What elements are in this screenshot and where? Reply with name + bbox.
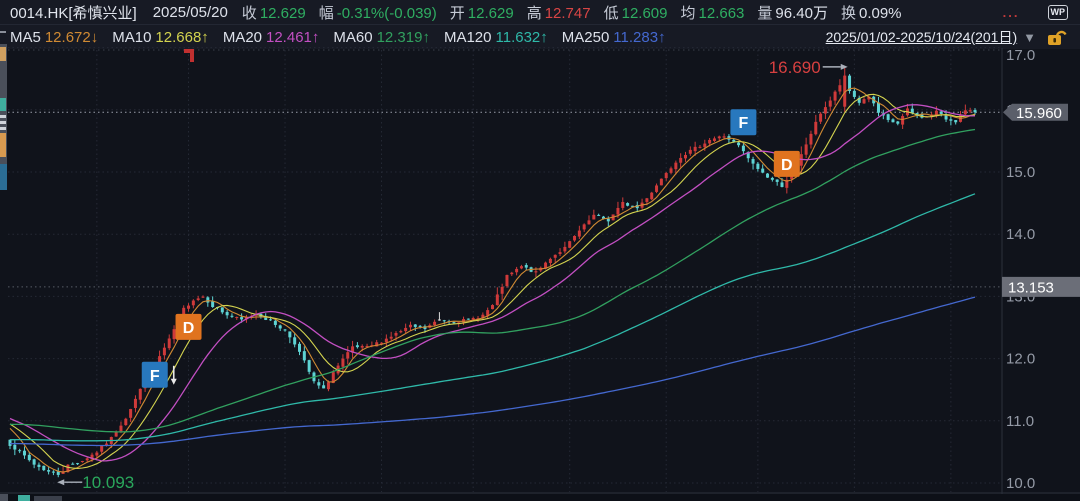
svg-text:16.690: 16.690 <box>769 58 821 77</box>
chevron-down-icon[interactable]: ▼ <box>1023 29 1036 45</box>
signal-marker-f[interactable]: F <box>141 361 177 388</box>
more-indicator[interactable]: ... <box>1002 4 1020 20</box>
left-toolbar-fragment[interactable] <box>0 31 7 190</box>
svg-text:15.0: 15.0 <box>1006 164 1035 181</box>
quote-field: 收 12.629 <box>241 4 306 22</box>
low-annotation: 10.093 <box>57 473 134 492</box>
signal-marker-d[interactable]: D <box>175 313 202 340</box>
reference-level-badge: 13.153 <box>1002 276 1080 297</box>
quote-fields: 收 12.629 幅 -0.31%(-0.039) 开 12.629 高 12.747 低 12.… <box>242 2 915 23</box>
signal-marker-f[interactable]: F <box>730 109 757 136</box>
svg-text:D: D <box>183 320 195 337</box>
ma-legend-ma250: MA250 11.283↑ <box>561 28 666 46</box>
svg-text:11.0: 11.0 <box>1006 413 1034 430</box>
quote-field: 量 96.40万 <box>757 4 828 22</box>
unlock-icon[interactable] <box>1046 27 1068 47</box>
ma120-line <box>10 193 976 442</box>
svg-text:15.960: 15.960 <box>1016 105 1062 122</box>
quote-field: 高 12.747 <box>526 4 591 22</box>
ma20-line <box>9 104 975 462</box>
svg-text:D: D <box>781 157 793 174</box>
quote-bar: 0014.HK[希慎兴业] 2025/05/20 收 12.629 幅 -0.31%(… <box>0 0 1080 24</box>
ma-legend-ma20: MA20 12.461↑ <box>222 28 320 46</box>
ma-legend-ma10: MA10 12.668↑ <box>112 28 209 46</box>
gridlines <box>8 47 1002 492</box>
ma-legend-items: MA5 12.672↓ MA10 12.668↑ MA20 12.461↑ MA60 12.3… <box>10 29 680 46</box>
quote-field: 开 12.629 <box>449 4 514 22</box>
selected-date: 2025/05/20 <box>152 3 228 21</box>
svg-text:10.093: 10.093 <box>82 473 134 492</box>
wp-badge-icon[interactable]: WP <box>1047 4 1068 20</box>
quote-field: 均 12.663 <box>680 4 745 22</box>
ma250-line <box>10 296 976 447</box>
svg-text:F: F <box>739 115 749 132</box>
svg-text:12.0: 12.0 <box>1006 351 1035 368</box>
event-corner-mark <box>184 49 194 62</box>
ma60-line <box>10 128 976 433</box>
svg-text:13.153: 13.153 <box>1008 279 1054 296</box>
signal-marker-d[interactable]: D <box>773 150 800 177</box>
last-price-badge: 15.960 <box>1003 103 1068 122</box>
svg-text:14.0: 14.0 <box>1006 226 1035 243</box>
symbol-name[interactable]: 0014.HK[希慎兴业] <box>10 4 137 22</box>
ma10-line <box>9 93 976 469</box>
svg-text:17.0: 17.0 <box>1006 47 1035 64</box>
svg-text:10.0: 10.0 <box>1006 475 1035 492</box>
svg-text:F: F <box>150 368 160 385</box>
ma-legend-bar: MA5 12.672↓ MA10 12.668↑ MA20 12.461↑ MA60 12.3… <box>0 24 1080 49</box>
ma-legend-ma60: MA60 12.319↑ <box>333 28 430 46</box>
period-range-button[interactable]: 2025/01/02-2025/10/24(201日) <box>825 29 1018 45</box>
ma-legend-ma5: MA5 12.672↓ <box>10 28 99 46</box>
high-annotation: 16.690 <box>769 58 848 77</box>
toolbar-dash <box>0 31 6 33</box>
quote-field: 低 12.609 <box>603 4 668 22</box>
quote-field: 幅 -0.31%(-0.039) <box>318 4 437 22</box>
ma-legend-ma120: MA120 11.632↑ <box>443 28 548 46</box>
quote-field: 换 0.09% <box>840 4 902 22</box>
candles <box>8 66 977 478</box>
volume-pane-fragment <box>0 494 1080 501</box>
ma5-line <box>9 87 976 473</box>
ma-lines <box>9 87 976 473</box>
